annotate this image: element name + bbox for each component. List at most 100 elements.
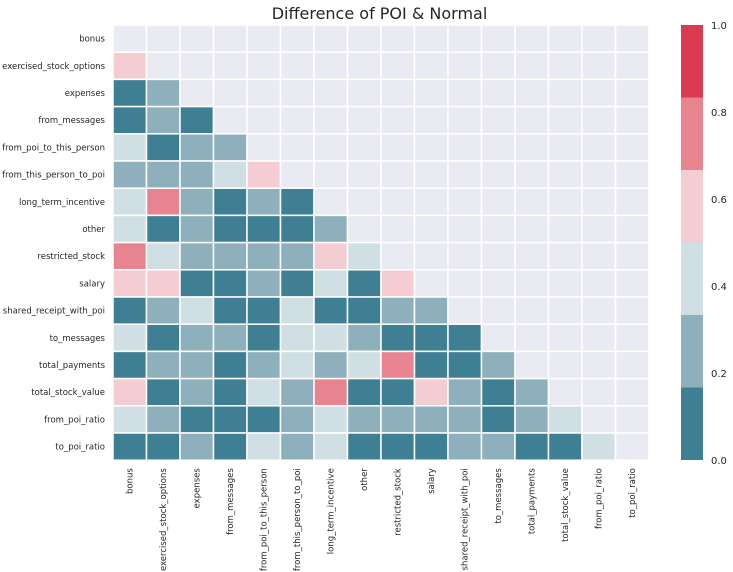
heatmap-cell-masked — [547, 51, 583, 81]
heatmap-cell — [145, 405, 181, 434]
heatmap-cell-masked — [145, 24, 181, 53]
heatmap-cell — [313, 241, 349, 271]
heatmap-cell-masked — [313, 187, 349, 217]
heatmap-cell — [346, 296, 382, 325]
heatmap-cell-masked — [547, 24, 583, 53]
heatmap-cell — [514, 405, 550, 434]
heatmap-cell-masked — [179, 24, 215, 53]
x-tick-label: expenses — [193, 468, 203, 509]
heatmap-cell-masked — [614, 377, 650, 407]
heatmap-cell-masked — [279, 133, 315, 162]
heatmap-cell — [145, 432, 181, 461]
heatmap-cell — [313, 405, 349, 434]
heatmap-cell — [112, 241, 148, 271]
heatmap-cell-masked — [547, 269, 583, 298]
heatmap-cell — [279, 323, 315, 353]
heatmap-cell-masked — [346, 51, 382, 81]
x-tick-label: salary — [427, 468, 437, 494]
heatmap-cell-masked — [614, 432, 650, 461]
heatmap-cell — [212, 377, 248, 407]
heatmap-cell-masked — [480, 296, 516, 325]
y-tick-label: shared_receipt_with_poi — [3, 307, 105, 317]
colorbar-tick-label: 0.8 — [711, 108, 727, 119]
colorbar-tick-label: 0.0 — [711, 456, 727, 467]
colorbar-tick-label: 0.2 — [711, 369, 727, 380]
heatmap-cell-masked — [614, 51, 650, 81]
heatmap-cell — [212, 350, 248, 380]
heatmap-cell-masked — [480, 160, 516, 189]
heatmap-cell-masked — [581, 187, 617, 217]
heatmap-cell — [346, 405, 382, 434]
heatmap-cell — [112, 323, 148, 353]
heatmap-cell — [145, 133, 181, 162]
heatmap-cell — [179, 405, 215, 434]
y-tick-label: salary — [79, 279, 105, 289]
y-tick-label: from_messages — [38, 116, 105, 126]
heatmap-cell-masked — [380, 241, 416, 271]
y-tick-label: expenses — [65, 89, 106, 99]
x-tick-label: exercised_stock_options — [159, 468, 169, 571]
heatmap-cell — [246, 241, 282, 271]
x-tick-label: other — [360, 468, 370, 491]
heatmap-cell-masked — [246, 133, 282, 162]
heatmap-cell — [179, 296, 215, 325]
colorbar-bin — [681, 97, 703, 170]
heatmap-cell — [145, 269, 181, 298]
heatmap-cell — [514, 377, 550, 407]
y-tick-label: from_poi_to_this_person — [2, 143, 105, 153]
heatmap-cell — [112, 105, 148, 135]
heatmap-cell — [112, 405, 148, 434]
heatmap-cell — [413, 350, 449, 380]
heatmap-cell — [480, 350, 516, 380]
heatmap-cell-masked — [514, 350, 550, 380]
heatmap-cell-masked — [413, 187, 449, 217]
x-tick-label: from_poi_to_this_person — [260, 468, 270, 571]
heatmap-cell — [112, 133, 148, 162]
heatmap-cell-masked — [547, 377, 583, 407]
heatmap-cell — [447, 377, 483, 407]
heatmap-cell — [313, 323, 349, 353]
heatmap-cell — [480, 432, 516, 461]
heatmap-cell-masked — [480, 323, 516, 353]
heatmap-cell-masked — [313, 105, 349, 135]
heatmap-cell-masked — [380, 24, 416, 53]
heatmap-cell-masked — [581, 241, 617, 271]
heatmap-cell-masked — [380, 105, 416, 135]
heatmap-cell — [112, 377, 148, 407]
heatmap-cell — [313, 350, 349, 380]
heatmap-cell-masked — [547, 160, 583, 189]
heatmap-cell — [246, 160, 282, 189]
heatmap-cell-masked — [581, 105, 617, 135]
y-tick-label: restricted_stock — [37, 252, 105, 262]
heatmap-cell — [112, 78, 148, 108]
heatmap-cell — [346, 241, 382, 271]
x-tick-label: to_poi_ratio — [628, 468, 638, 518]
heatmap-cell-masked — [581, 296, 617, 325]
heatmap-cell-masked — [413, 133, 449, 162]
heatmap-cell-masked — [346, 105, 382, 135]
heatmap-cell-masked — [413, 214, 449, 244]
heatmap-cell — [112, 350, 148, 380]
heatmap-cell — [212, 187, 248, 217]
heatmap-cells — [112, 24, 650, 461]
x-axis-labels: bonus exercised_stock_options expenses from… — [126, 468, 639, 571]
heatmap-cell-masked — [614, 187, 650, 217]
heatmap-cell-masked — [581, 405, 617, 434]
heatmap-cell-masked — [212, 51, 248, 81]
heatmap-cell — [581, 432, 617, 461]
heatmap-cell-masked — [614, 24, 650, 53]
heatmap-cell — [447, 405, 483, 434]
heatmap-cell-masked — [547, 187, 583, 217]
heatmap-cell-masked — [279, 24, 315, 53]
heatmap-cell — [380, 405, 416, 434]
heatmap-cell — [212, 296, 248, 325]
heatmap-cell-masked — [279, 160, 315, 189]
heatmap-cell-masked — [212, 24, 248, 53]
heatmap-cell-masked — [514, 323, 550, 353]
heatmap-cell-masked — [514, 51, 550, 81]
heatmap-cell — [447, 323, 483, 353]
heatmap-cell-masked — [380, 78, 416, 108]
heatmap-cell — [246, 405, 282, 434]
heatmap-cell-masked — [313, 51, 349, 81]
heatmap-cell — [246, 377, 282, 407]
